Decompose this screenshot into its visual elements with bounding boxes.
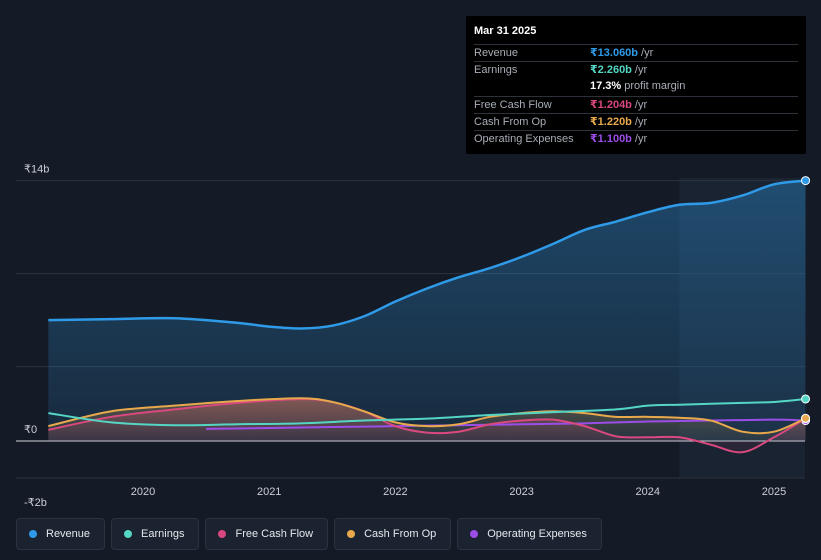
- tooltip-row-unit: /yr: [634, 98, 648, 111]
- y-tick-label: -₹2b: [24, 497, 47, 509]
- x-tick-label: 2020: [131, 486, 155, 498]
- tooltip-row-value: 17.3%: [590, 80, 622, 93]
- tooltip-row: 17.3% profit margin: [474, 78, 798, 95]
- legend-item-revenue[interactable]: Revenue: [16, 518, 106, 550]
- series-endpoint: [801, 176, 811, 186]
- tooltip-row-value: ₹1.220b: [590, 115, 632, 128]
- tooltip-date: Mar 31 2025: [474, 25, 537, 37]
- tooltip-row-value: ₹2.260b: [590, 64, 632, 77]
- tooltip-row: Operating Expenses ₹1.100b/yr: [474, 129, 798, 147]
- tooltip-row: Revenue ₹13.060b/yr: [474, 44, 798, 61]
- series-endpoint: [801, 413, 811, 423]
- tooltip-row-label: Earnings: [474, 64, 518, 77]
- tooltip-row-unit: /yr: [641, 47, 654, 59]
- legend-dot-icon: [124, 530, 133, 538]
- tooltip-row-unit: /yr: [634, 64, 648, 77]
- tooltip-row-value: ₹1.204b: [590, 98, 632, 111]
- tooltip-row-label: Free Cash Flow: [474, 98, 552, 111]
- legend-dot-icon: [29, 530, 37, 538]
- tooltip-row: Cash From Op ₹1.220b/yr: [474, 112, 798, 130]
- x-tick-label: 2022: [383, 486, 407, 498]
- x-tick-label: 2023: [509, 486, 533, 498]
- series-line-operating-expenses: [206, 418, 806, 430]
- x-tick-label: 2024: [636, 486, 660, 498]
- series-line-cash-from-op: [48, 397, 806, 435]
- legend-item-free-cash-flow[interactable]: Free Cash Flow: [205, 518, 329, 550]
- legend: Revenue Earnings Free Cash Flow Cash From O…: [16, 518, 602, 550]
- tooltip-row-label: Operating Expenses: [474, 132, 574, 145]
- tooltip-row-unit: /yr: [634, 132, 648, 145]
- chart: ₹14b ₹0 -₹2b 2020 2021 2022 2023 2024 2025: [16, 164, 811, 509]
- y-tick-label: ₹0: [24, 424, 37, 436]
- legend-dot-icon: [470, 530, 479, 538]
- tooltip-row-value: ₹1.100b: [590, 132, 632, 145]
- x-tick-label: 2025: [762, 486, 786, 498]
- legend-item-cash-from-op[interactable]: Cash From Op: [334, 518, 452, 550]
- legend-label: Cash From Op: [364, 528, 437, 540]
- tooltip-row: Free Cash Flow ₹1.204b/yr: [474, 95, 798, 113]
- y-tick-label: ₹14b: [24, 164, 49, 176]
- x-tick-label: 2021: [257, 486, 281, 498]
- series-line-free-cash-flow: [48, 398, 807, 454]
- legend-label: Free Cash Flow: [235, 528, 314, 540]
- series-line-earnings: [48, 397, 806, 427]
- legend-item-earnings[interactable]: Earnings: [111, 518, 200, 550]
- legend-dot-icon: [347, 530, 356, 538]
- series-area-cash-from-op: [48, 398, 806, 441]
- legend-label: Operating Expenses: [487, 528, 587, 540]
- tooltip-row: Earnings ₹2.260b/yr: [474, 61, 798, 78]
- tooltip-row-value: ₹13.060b: [590, 47, 639, 59]
- series-endpoint: [801, 394, 811, 404]
- tooltip-row-label: Cash From Op: [474, 115, 547, 128]
- legend-label: Earnings: [141, 528, 185, 540]
- tooltip-row-unit: /yr: [634, 115, 648, 128]
- series-line-revenue: [48, 179, 806, 330]
- legend-dot-icon: [218, 530, 227, 538]
- tooltip-row-label: Revenue: [474, 47, 519, 59]
- legend-label: Revenue: [46, 528, 91, 540]
- tooltip-panel: Mar 31 2025 Revenue ₹13.060b/yr Earnings ₹2…: [466, 16, 806, 154]
- tooltip-row-unit: profit margin: [624, 80, 686, 93]
- legend-item-operating-expenses[interactable]: Operating Expenses: [457, 518, 602, 550]
- series-area-revenue: [48, 180, 806, 441]
